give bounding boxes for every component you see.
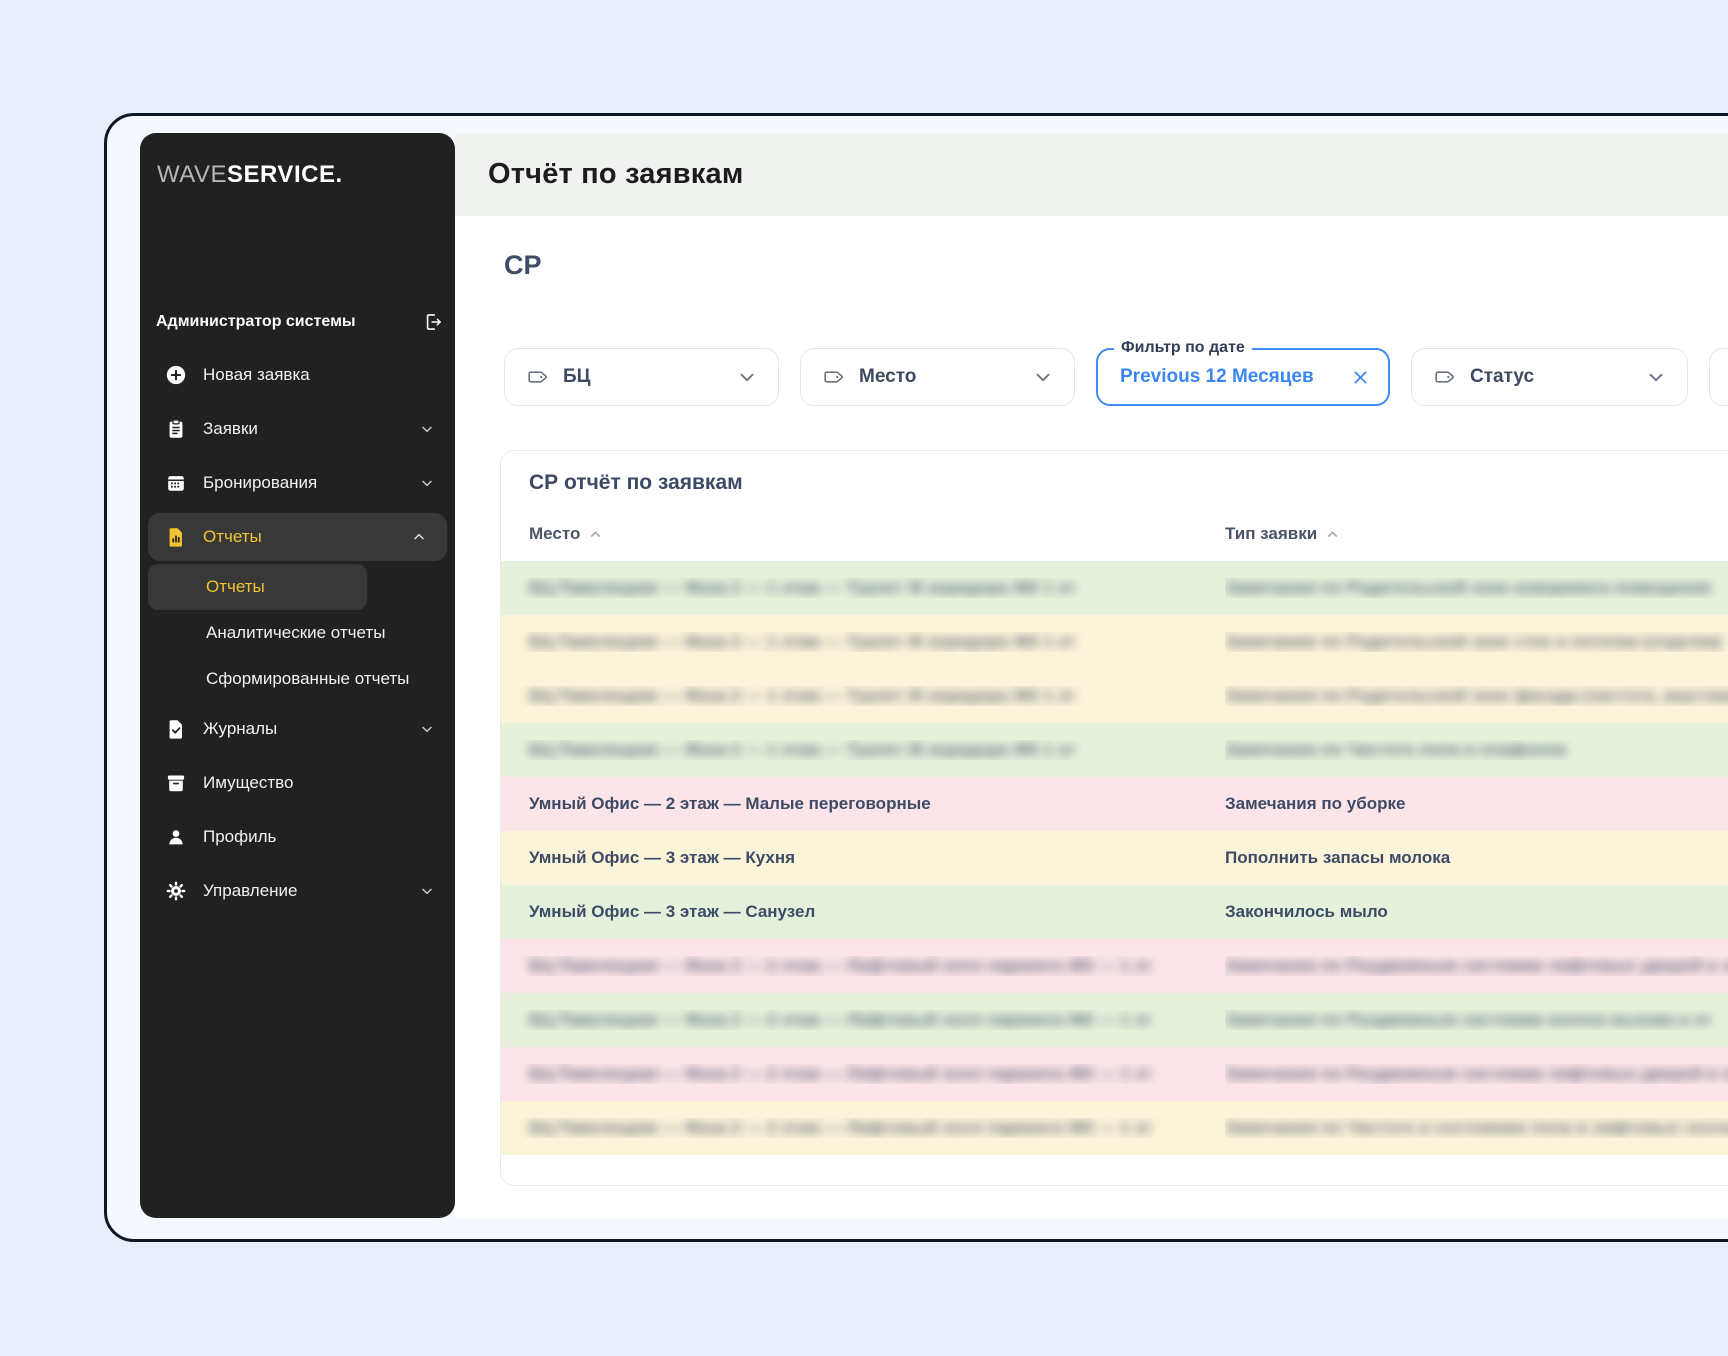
sidebar-item[interactable]: Сформированные отчеты [206,669,410,688]
chevron-down-icon [1032,366,1054,388]
sidebar-item[interactable]: Профиль [140,810,455,864]
calendar-icon [165,472,187,494]
filter-bar: БЦ Место Фильтр по дате Previous 12 Меся… [504,339,1728,406]
sidebar-item[interactable]: Управление [140,864,455,918]
filter-status-label: Статус [1470,366,1535,387]
plus-circle-icon [165,364,187,386]
sidebar-item[interactable]: Новая заявка [140,348,455,402]
report-icon [165,526,187,548]
cell-type: Замечания по Чистоте пола и плафонов [1225,740,1567,759]
cell-place: БЦ Павелецкая — Фаза 2 — 1 этаж — Туалет… [529,740,1076,759]
cell-type: Замечания по Раздвижным системам лифтовы… [1225,1064,1728,1083]
table-row[interactable]: БЦ Павелецкая — Фаза 2 — 1 этаж — Туалет… [501,561,1728,615]
cell-type: Пополнить запасы молока [1225,848,1451,867]
sidebar-item[interactable]: Журналы [140,702,455,756]
page-title: Отчёт по заявкам [488,158,744,190]
report-card: СР отчёт по заявкам Место Тип заявки [500,450,1728,1186]
cell-type: Замечания по Раздвижным системам кнопок … [1225,1010,1713,1029]
filter-date-value: Previous 12 Месяцев [1120,366,1314,387]
journal-icon [165,718,187,740]
main-area: Отчёт по заявкам СР БЦ Место Фильтр по д… [455,133,1728,1218]
sidebar-item[interactable]: Имущество [140,756,455,810]
cell-type: Замечания по Раздвижным системам лифтовы… [1225,956,1728,975]
table-row[interactable]: БЦ Павелецкая — Фаза 2 — 2 этаж — Лифтов… [501,939,1728,993]
cell-type: Закончилось мыло [1225,902,1388,921]
cell-place: БЦ Павелецкая — Фаза 2 — 2 этаж — Лифтов… [529,1118,1153,1137]
chevron-icon [419,883,435,899]
user-icon [165,826,187,848]
sidebar-nav: Новая заявка Заявки Бронирования [140,348,455,918]
app-logo: WAVESERVICE. [157,161,343,188]
clear-filter-icon[interactable] [1351,368,1370,387]
table-row[interactable]: БЦ Павелецкая — Фаза 2 — 2 этаж — Лифтов… [501,993,1728,1047]
app-window: WAVESERVICE. Администратор системы Новая… [104,113,1728,1242]
table-row[interactable]: БЦ Павелецкая — Фаза 2 — 1 этаж — Туалет… [501,723,1728,777]
chevron-icon [419,421,435,437]
table-row[interactable]: Умный Офис — 3 этаж — Кухня Пополнить за… [501,831,1728,885]
cell-place: БЦ Павелецкая — Фаза 2 — 2 этаж — Лифтов… [529,956,1153,975]
user-row: Администратор системы [156,305,443,339]
chevron-down-icon [736,366,758,388]
sidebar-item[interactable]: Аналитические отчеты [206,623,386,642]
sort-asc-icon [1325,527,1340,542]
cell-place: Умный Офис — 3 этаж — Кухня [529,848,796,867]
filter-date-chip[interactable]: Фильтр по дате Previous 12 Месяцев [1096,339,1390,406]
cell-place: БЦ Павелецкая — Фаза 2 — 2 этаж — Лифтов… [529,1064,1153,1083]
chevron-icon [419,721,435,737]
chevron-down-icon [1645,366,1667,388]
cell-place: Умный Офис — 3 этаж — Санузел [529,902,816,921]
table-row[interactable]: БЦ Павелецкая — Фаза 2 — 1 этаж — Туалет… [501,669,1728,723]
report-card-title: СР отчёт по заявкам [529,471,743,494]
filter-date-legend: Фильтр по дате [1114,339,1252,357]
filter-place-dropdown[interactable]: Место [800,348,1075,406]
filter-bc-dropdown[interactable]: БЦ [504,348,779,406]
table-row[interactable]: Умный Офис — 3 этаж — Санузел Закончилос… [501,885,1728,939]
cell-place: БЦ Павелецкая — Фаза 2 — 1 этаж — Туалет… [529,632,1076,651]
sort-asc-icon [588,527,603,542]
table-row[interactable]: БЦ Павелецкая — Фаза 2 — 2 этаж — Лифтов… [501,1047,1728,1101]
filter-place-label: Место [859,366,917,387]
table-row[interactable]: БЦ Павелецкая — Фаза 2 — 2 этаж — Лифтов… [501,1101,1728,1155]
tag-icon [1434,366,1456,388]
tag-icon [823,366,845,388]
column-header-type[interactable]: Тип заявки [1225,524,1340,544]
page-header: Отчёт по заявкам [455,133,1728,216]
chevron-icon [419,475,435,491]
sidebar-item[interactable]: Отчеты [148,513,447,561]
filter-status-dropdown[interactable]: Статус [1411,348,1688,406]
cell-type: Замечания по Родительской зоне фасада (ч… [1225,686,1728,705]
cell-type: Замечания по уборке [1225,794,1406,813]
clipboard-icon [165,418,187,440]
sidebar-item[interactable]: Отчеты [148,564,367,610]
gear-icon [165,880,187,902]
user-role-label: Администратор системы [156,313,356,330]
table-header-row: Место Тип заявки [501,517,1728,551]
logout-icon[interactable] [423,312,443,332]
table-row[interactable]: БЦ Павелецкая — Фаза 2 — 1 этаж — Туалет… [501,615,1728,669]
table-row[interactable]: Умный Офис — 2 этаж — Малые переговорные… [501,777,1728,831]
sidebar: WAVESERVICE. Администратор системы Новая… [140,133,455,1218]
tag-icon [527,366,549,388]
sidebar-item[interactable]: Бронирования [140,456,455,510]
filter-bc-label: БЦ [563,366,591,387]
section-title: СР [504,250,542,280]
table-body: БЦ Павелецкая — Фаза 2 — 1 этаж — Туалет… [501,561,1728,1155]
filter-partial-button[interactable] [1709,348,1728,406]
cell-place: БЦ Павелецкая — Фаза 2 — 1 этаж — Туалет… [529,686,1076,705]
cell-type: Замечания по Родительской зоне коворкинг… [1225,578,1712,597]
content-area: СР БЦ Место Фильтр по дате Previous 12 М… [455,216,1728,1218]
sidebar-item[interactable]: Заявки [140,402,455,456]
column-header-place[interactable]: Место [529,524,1225,544]
box-icon [165,772,187,794]
cell-place: БЦ Павелецкая — Фаза 2 — 2 этаж — Лифтов… [529,1010,1153,1029]
cell-place: БЦ Павелецкая — Фаза 2 — 1 этаж — Туалет… [529,578,1076,597]
cell-place: Умный Офис — 2 этаж — Малые переговорные [529,794,931,813]
cell-type: Замечания по Родительской зоне стен и по… [1225,632,1722,651]
cell-type: Замечания по Чистоте и состоянию пола в … [1225,1118,1728,1137]
chevron-icon [411,529,427,545]
